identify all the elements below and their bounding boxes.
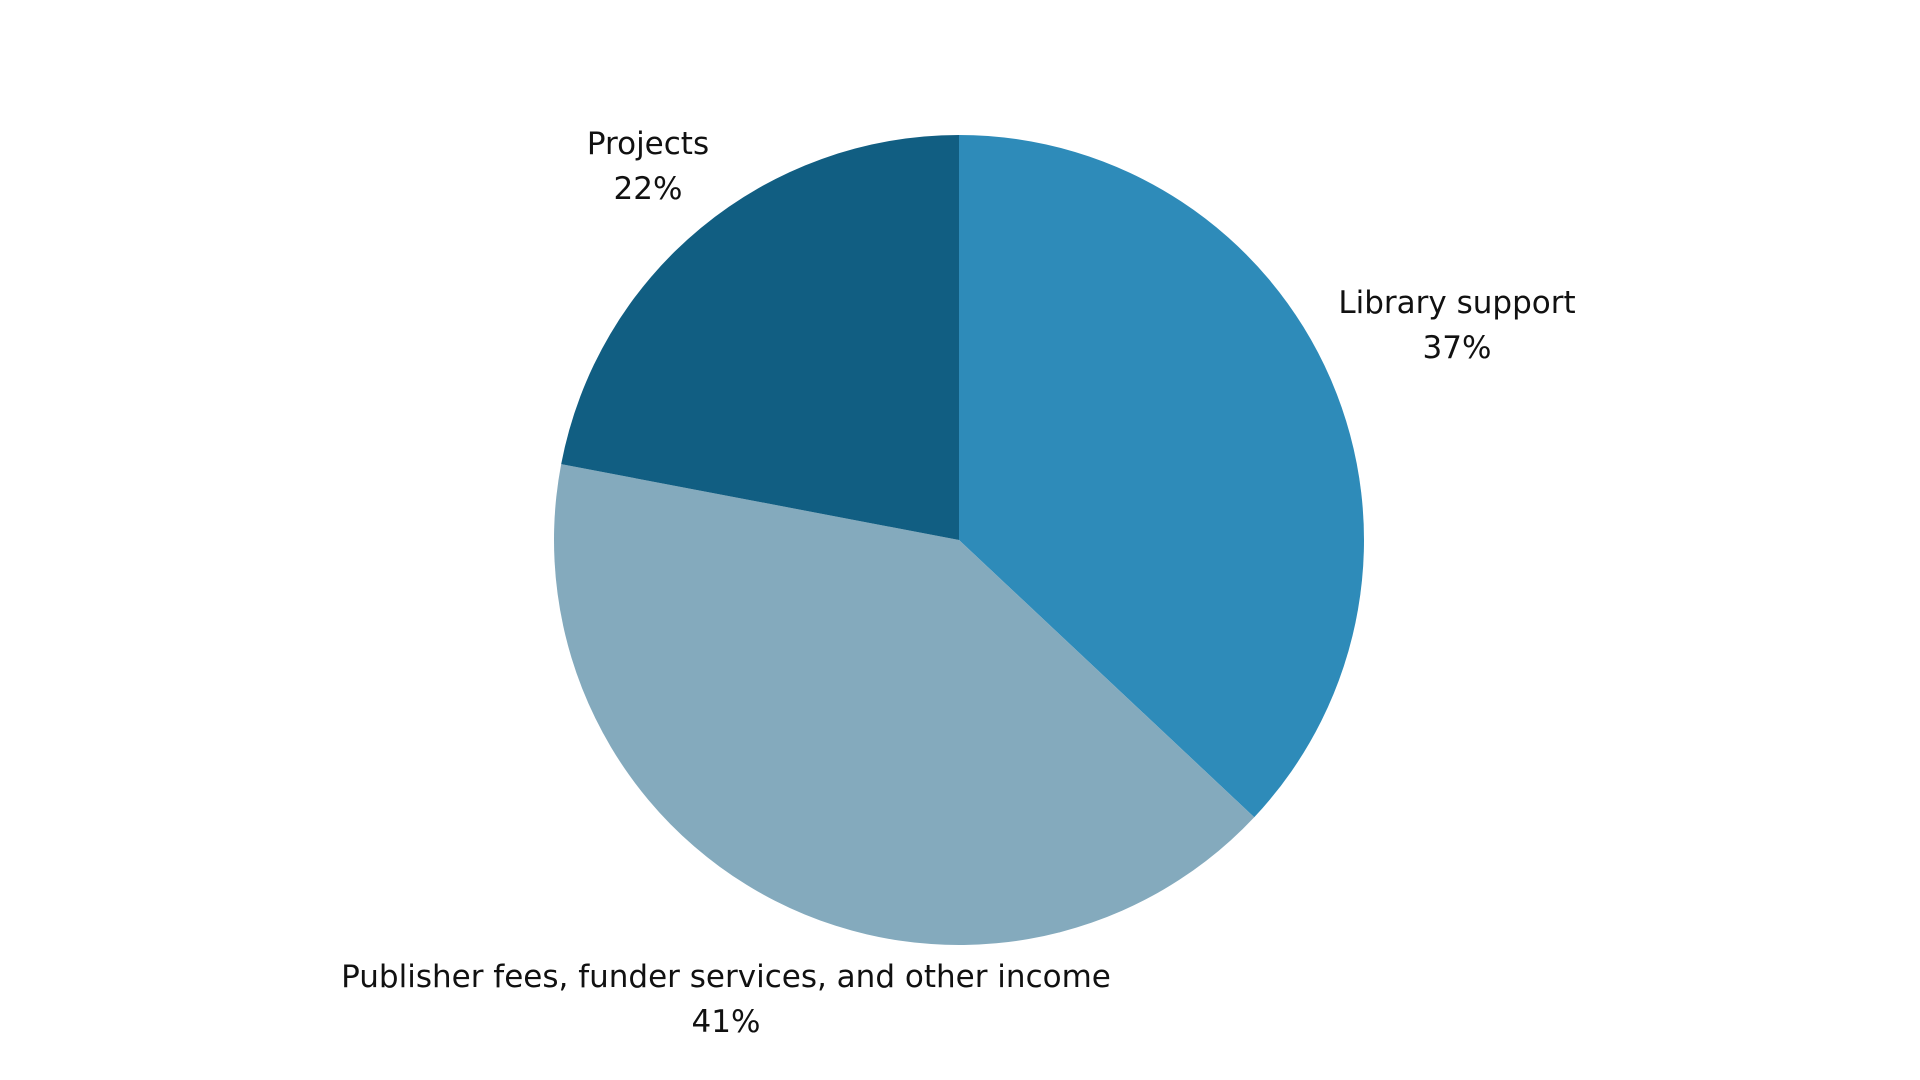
slice-label: Library support xyxy=(1338,285,1575,321)
slice-label: Projects xyxy=(587,126,709,162)
slice-value-label: 41% xyxy=(692,1004,761,1040)
pie-slice-projects xyxy=(561,135,959,540)
slice-label: Publisher fees, funder services, and oth… xyxy=(341,959,1111,995)
pie-slice-publisher-fees-funder-services-and-other-income xyxy=(554,464,1255,946)
slice-value-label: 37% xyxy=(1423,330,1492,366)
slice-value-label: 22% xyxy=(614,171,683,207)
pie-slice-library-support xyxy=(959,135,1365,818)
